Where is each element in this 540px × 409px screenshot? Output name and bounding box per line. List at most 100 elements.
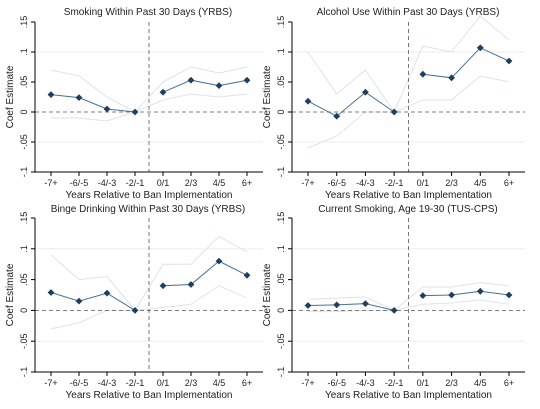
y-axis-label: Coef Estimate [5,263,16,326]
y-axis-label: Coef Estimate [262,65,273,128]
x-axis-label: Years Relative to Ban Implementation [66,190,233,201]
y-axis-label: Coef Estimate [262,263,273,326]
data-point-4/5 [215,257,223,265]
data-point--7+ [304,302,312,309]
series-line-pre [50,94,136,113]
y-tick-label: .15 [19,212,29,225]
data-point--4/-3 [103,289,111,297]
chart-title: Binge Drinking Within Past 30 Days (YRBS… [51,204,246,215]
x-tick-label: -4/-3 [98,378,117,388]
data-point-6+ [505,291,513,299]
x-tick-label: 2/3 [185,178,198,188]
series-line-pre [50,292,136,311]
y-tick-label: .1 [276,48,286,56]
data-point-2/3 [448,291,455,299]
data-point--2/-1 [131,108,139,116]
y-axis-label: Coef Estimate [5,65,16,128]
x-tick-label: -6/-5 [327,178,346,188]
data-point-4/5 [476,44,484,52]
chart-panel-1: Smoking Within Past 30 Days (YRBS) -.1 -.0… [5,7,263,201]
y-tick-label: 0 [19,308,29,313]
x-tick-label: 6+ [504,178,514,188]
series-line-post [162,260,248,287]
data-point-2/3 [187,76,195,84]
y-tick-label: .15 [19,16,29,29]
y-tick-label: -.05 [276,134,286,150]
data-point--4/-3 [362,88,369,96]
data-point-6+ [505,57,513,65]
x-axis-label: Years Relative to Ban Implementation [325,190,492,201]
ci-upper-line [50,66,248,113]
x-tick-label: -4/-3 [98,178,117,188]
y-tick-label: -.1 [19,167,29,178]
y-tick-label: -.1 [276,167,286,178]
ci-lower-line [308,299,510,313]
x-tick-label: -6/-5 [70,378,89,388]
chart-title: Alcohol Use Within Past 30 Days (YRBS) [317,7,500,18]
y-tick-label: 0 [276,308,286,313]
ci-upper-line [50,235,248,312]
x-tick-label: 2/3 [185,378,198,388]
data-point-4/5 [215,82,223,89]
data-point-6+ [243,271,251,279]
data-point--2/-1 [390,108,398,116]
ci-lower-line [50,285,248,330]
y-tick-label: -.05 [19,134,29,150]
y-tick-label: .15 [276,16,286,29]
chart-title: Current Smoking, Age 19-30 (TUS-CPS) [318,204,498,215]
x-tick-label: -6/-5 [327,378,346,388]
y-tick-label: 0 [276,109,286,114]
x-tick-label: 0/1 [417,378,430,388]
series-line-post [422,47,510,79]
y-tick-label: -.05 [19,333,29,349]
y-tick-label: .05 [19,76,29,89]
y-tick-label: .1 [276,245,286,253]
data-point--4/-3 [103,105,111,113]
y-tick-label: 0 [19,109,29,114]
x-tick-label: -4/-3 [356,178,375,188]
y-tick-label: .15 [276,212,286,225]
data-point--6/-5 [333,301,341,309]
x-tick-label: 6+ [242,378,252,388]
y-tick-label: -.1 [276,367,286,378]
y-tick-label: .1 [19,245,29,253]
x-tick-label: 2/3 [445,378,458,388]
x-tick-label: -4/-3 [356,378,375,388]
chart-title: Smoking Within Past 30 Days (YRBS) [64,7,232,18]
x-tick-label: -7+ [301,378,314,388]
chart-panel-3: Binge Drinking Within Past 30 Days (YRBS… [5,204,263,401]
x-tick-label: 2/3 [445,178,458,188]
x-tick-label: -2/-1 [126,378,145,388]
data-point--2/-1 [131,307,139,314]
data-point-0/1 [159,282,167,290]
x-tick-label: -2/-1 [385,378,404,388]
x-tick-label: 4/5 [213,178,226,188]
x-tick-label: -7+ [44,378,57,388]
data-point--6/-5 [333,112,341,120]
data-point-0/1 [419,292,427,300]
data-point-6+ [243,76,251,84]
y-tick-label: -.05 [276,333,286,349]
x-tick-label: -6/-5 [70,178,89,188]
chart-panel-2: Alcohol Use Within Past 30 Days (YRBS) -.… [262,7,525,201]
data-point-2/3 [448,74,455,82]
x-tick-label: 4/5 [474,378,487,388]
x-tick-label: 6+ [242,178,252,188]
y-tick-label: -.1 [19,367,29,378]
x-tick-label: 6+ [504,378,514,388]
x-tick-label: -2/-1 [126,178,145,188]
x-tick-label: 4/5 [474,178,487,188]
series-line-pre [307,303,395,311]
x-tick-label: 4/5 [213,378,226,388]
x-tick-label: 0/1 [157,178,170,188]
data-point--7+ [47,91,55,98]
y-tick-label: .1 [19,48,29,56]
data-point--6/-5 [75,94,83,101]
data-point--7+ [47,289,55,296]
x-tick-label: -7+ [301,178,314,188]
x-tick-label: -2/-1 [385,178,404,188]
series-line-post [162,79,248,93]
data-point--2/-1 [390,307,398,314]
